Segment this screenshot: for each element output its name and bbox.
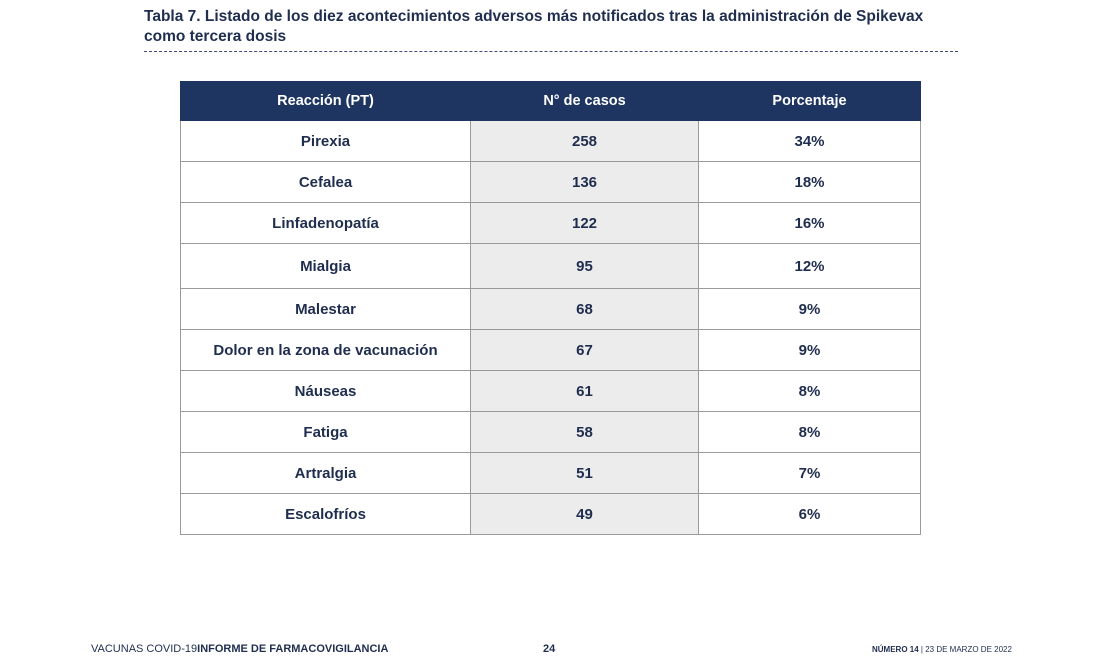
cases-cell: 49 — [470, 493, 699, 535]
table-row: Pirexia 258 34% — [180, 120, 921, 162]
reaction-cell: Dolor en la zona de vacunación — [180, 329, 471, 371]
cases-cell: 122 — [470, 202, 699, 244]
cases-cell: 258 — [470, 120, 699, 162]
reaction-cell: Linfadenopatía — [180, 202, 471, 244]
table-row: Escalofríos 49 6% — [180, 493, 921, 535]
table-row: Dolor en la zona de vacunación 67 9% — [180, 329, 921, 371]
cases-cell: 51 — [470, 452, 699, 494]
reaction-cell: Náuseas — [180, 370, 471, 412]
reaction-cell: Cefalea — [180, 161, 471, 203]
page-number: 24 — [543, 643, 556, 655]
footer-issue-separator: | — [918, 645, 926, 654]
footer-issue-number: NÚMERO 14 — [872, 645, 919, 654]
cases-cell: 61 — [470, 370, 699, 412]
table-row: Náuseas 61 8% — [180, 370, 921, 412]
cases-cell: 67 — [470, 329, 699, 371]
percent-cell: 12% — [698, 243, 921, 289]
table-header-row: Reacción (PT) N° de casos Porcentaje — [180, 81, 921, 121]
percent-cell: 6% — [698, 493, 921, 535]
reaction-cell: Mialgia — [180, 243, 471, 289]
percent-cell: 16% — [698, 202, 921, 244]
table-row: Linfadenopatía 122 16% — [180, 202, 921, 244]
table-row: Fatiga 58 8% — [180, 411, 921, 453]
percent-cell: 9% — [698, 329, 921, 371]
percent-cell: 8% — [698, 411, 921, 453]
reaction-cell: Malestar — [180, 288, 471, 330]
caption-divider — [144, 51, 958, 52]
column-header-cases: N° de casos — [470, 81, 699, 121]
table-row: Artralgia 51 7% — [180, 452, 921, 494]
cases-cell: 58 — [470, 411, 699, 453]
footer-series: VACUNAS COVID-19INFORME DE FARMACOVIGILA… — [91, 643, 388, 655]
percent-cell: 34% — [698, 120, 921, 162]
column-header-reaction: Reacción (PT) — [180, 81, 471, 121]
footer-series-strong: INFORME DE FARMACOVIGILANCIA — [197, 643, 389, 655]
footer-issue: NÚMERO 14 | 23 DE MARZO DE 2022 — [872, 645, 1012, 654]
percent-cell: 18% — [698, 161, 921, 203]
reaction-cell: Pirexia — [180, 120, 471, 162]
cases-cell: 95 — [470, 243, 699, 289]
reaction-cell: Artralgia — [180, 452, 471, 494]
reaction-cell: Escalofríos — [180, 493, 471, 535]
table-row: Malestar 68 9% — [180, 288, 921, 330]
cases-cell: 136 — [470, 161, 699, 203]
reaction-cell: Fatiga — [180, 411, 471, 453]
table-row: Mialgia 95 12% — [180, 243, 921, 289]
cases-cell: 68 — [470, 288, 699, 330]
percent-cell: 8% — [698, 370, 921, 412]
footer-issue-date: 23 DE MARZO DE 2022 — [925, 645, 1012, 654]
table-row: Cefalea 136 18% — [180, 161, 921, 203]
footer-series-light: VACUNAS COVID-19 — [91, 643, 198, 655]
percent-cell: 7% — [698, 452, 921, 494]
percent-cell: 9% — [698, 288, 921, 330]
table-caption: Tabla 7. Listado de los diez acontecimie… — [144, 8, 924, 45]
adverse-events-table: Reacción (PT) N° de casos Porcentaje Pir… — [180, 81, 921, 535]
column-header-percent: Porcentaje — [698, 81, 921, 121]
